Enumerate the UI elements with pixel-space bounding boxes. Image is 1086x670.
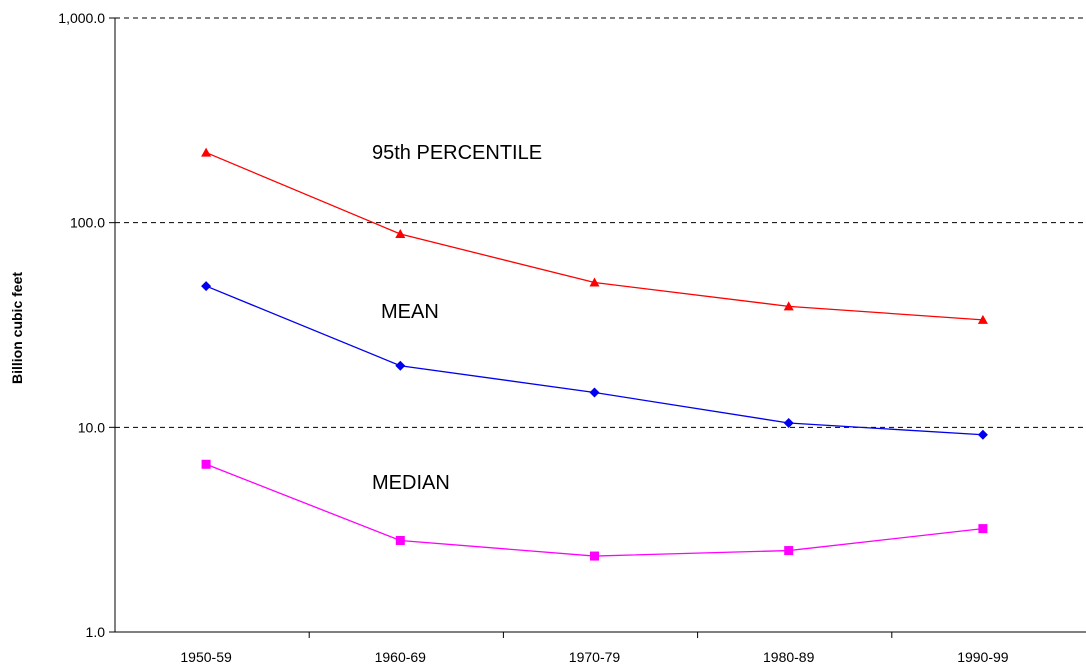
series-label: 95th PERCENTILE	[372, 142, 542, 164]
data-point-diamond	[201, 281, 212, 292]
data-point-diamond	[977, 429, 988, 440]
data-point-diamond	[589, 387, 600, 398]
data-point-triangle	[977, 314, 988, 324]
series-labels: 95th PERCENTILE MEAN MEDIAN	[372, 142, 542, 494]
data-point-triangle	[395, 229, 406, 239]
data-point-square	[784, 546, 794, 556]
series-label: MEAN	[381, 301, 439, 323]
series-line	[205, 151, 983, 321]
data-point-triangle	[783, 301, 794, 311]
data-point-diamond	[395, 360, 406, 371]
y-tick-label: 100.0	[70, 215, 105, 231]
series-0	[201, 147, 988, 324]
x-tick-labels: 1950-59 1960-69 1970-79 1980-89 1990-99	[180, 649, 1008, 665]
data-point-square	[201, 459, 211, 469]
x-tick-label: 1970-79	[569, 649, 621, 665]
data-point-square	[395, 535, 405, 545]
series-line	[205, 463, 983, 557]
axes	[109, 17, 1086, 638]
series-label: MEDIAN	[372, 472, 450, 494]
y-tick-labels: 1.0 10.0 100.0 1,000.0	[58, 10, 105, 640]
x-tick-label: 1950-59	[180, 649, 232, 665]
series-1	[201, 281, 988, 440]
data-point-triangle	[201, 147, 212, 157]
data-point-triangle	[589, 277, 600, 287]
y-tick-label: 1.0	[86, 624, 106, 640]
y-tick-label: 1,000.0	[58, 10, 105, 26]
data-point-square	[978, 524, 988, 534]
series-line	[205, 285, 983, 436]
series	[201, 147, 988, 561]
y-axis-title: Billion cubic feet	[9, 272, 25, 384]
data-point-diamond	[783, 417, 794, 428]
x-tick-label: 1990-99	[957, 649, 1009, 665]
x-tick-label: 1960-69	[375, 649, 427, 665]
series-2	[201, 459, 988, 561]
x-tick-label: 1980-89	[763, 649, 815, 665]
y-tick-label: 10.0	[78, 419, 105, 435]
data-point-square	[590, 551, 599, 561]
grid-lines	[115, 17, 1086, 428]
